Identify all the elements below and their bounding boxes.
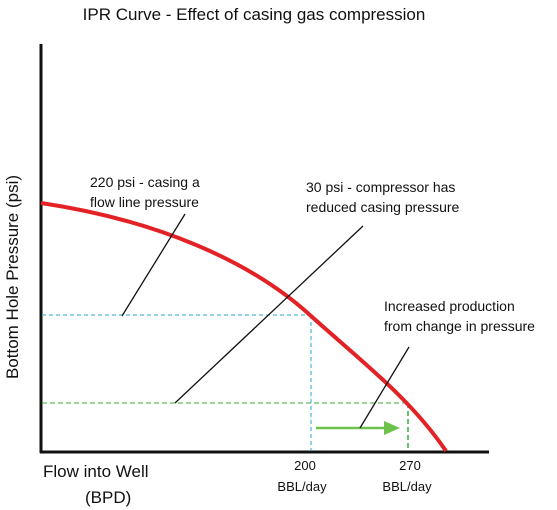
leader-increased-production xyxy=(359,346,410,429)
x-axis-label-unit: (BPD) xyxy=(85,488,131,507)
tick-200-unit: BBL/day xyxy=(277,479,327,494)
y-axis-label: Bottom Hole Pressure (psi) xyxy=(3,175,22,379)
annotation-compressor-30-line2: reduced casing pressure xyxy=(306,199,460,215)
ipr-curve xyxy=(40,201,448,453)
annotation-casing-220-line1: 220 psi - casing a xyxy=(90,174,200,190)
x-axis-label: Flow into Well xyxy=(43,462,149,481)
annotation-increased-line2: from change in pressure xyxy=(384,318,535,334)
tick-270-value: 270 xyxy=(399,458,421,473)
leader-compressor-30 xyxy=(174,225,364,404)
leader-casing-220 xyxy=(121,213,186,317)
increase-arrow-head xyxy=(384,421,400,435)
annotation-increased-line1: Increased production xyxy=(384,298,515,314)
tick-270-unit: BBL/day xyxy=(382,479,432,494)
tick-200-value: 200 xyxy=(294,458,316,473)
annotation-compressor-30-line1: 30 psi - compressor has xyxy=(306,179,455,195)
annotation-casing-220-line2: flow line pressure xyxy=(90,194,199,210)
chart-title: IPR Curve - Effect of casing gas compres… xyxy=(83,5,426,24)
